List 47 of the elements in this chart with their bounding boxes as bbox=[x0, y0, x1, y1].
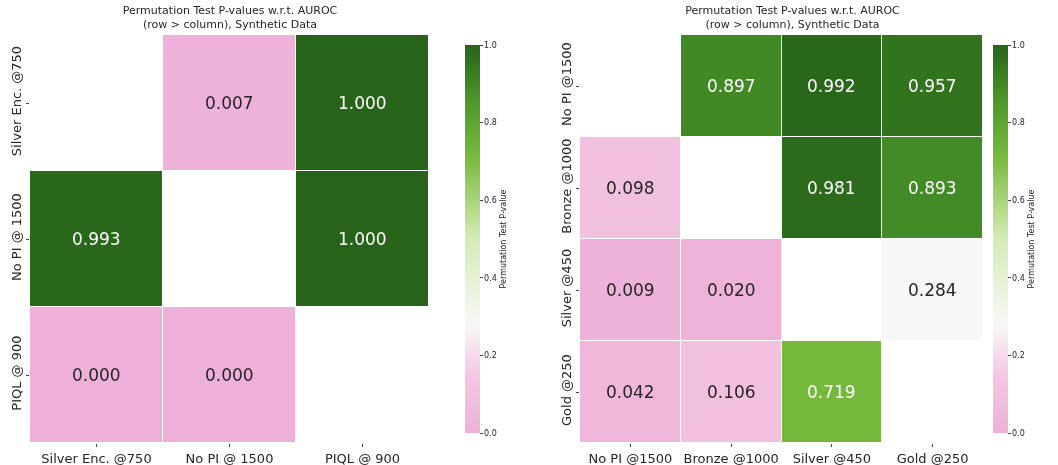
x-tick-label: Gold @250 bbox=[896, 450, 969, 465]
data-label: 0.981 bbox=[807, 178, 856, 198]
color-bar-title: Permutation Test P-value bbox=[1026, 189, 1036, 289]
color-bar-title: Permutation Test P-value bbox=[498, 189, 508, 289]
data-label: 0.719 bbox=[807, 382, 856, 402]
y-tick-label: No PI @ 1500 bbox=[8, 193, 24, 281]
color-bar-label: 0.8 bbox=[1012, 118, 1025, 128]
x-tick-label: Silver @450 bbox=[792, 450, 872, 465]
data-label: 0.007 bbox=[205, 93, 254, 113]
data-label: 0.000 bbox=[205, 365, 254, 385]
color-bar-label: 0.6 bbox=[1012, 196, 1025, 205]
chart-title: Permutation Test P-values w.r.t. AUROC (row > column), Synthetic Data bbox=[685, 3, 901, 32]
color-bar-label: 0.0 bbox=[484, 428, 497, 438]
x-tick-label: No PI @1500 bbox=[588, 450, 673, 465]
data-label: 0.893 bbox=[908, 178, 957, 198]
color-bar-label: 0.0 bbox=[1012, 428, 1025, 438]
data-label: 0.000 bbox=[72, 365, 121, 385]
color-bar-label: 0.2 bbox=[1012, 351, 1025, 361]
x-tick-label: Bronze @1000 bbox=[683, 450, 779, 465]
data-label: 0.009 bbox=[606, 280, 655, 300]
x-tick-label: PIQL @ 900 bbox=[324, 450, 401, 465]
data-label: 0.957 bbox=[908, 76, 957, 96]
x-tick-label: No PI @ 1500 bbox=[185, 450, 274, 465]
y-tick-label: PIQL @ 900 bbox=[8, 335, 24, 411]
color-bar-label: 0.4 bbox=[484, 273, 497, 283]
data-label: 0.042 bbox=[606, 382, 655, 402]
chart-title: Permutation Test P-values w.r.t. AUROC (row > column), Synthetic Data bbox=[122, 3, 338, 32]
y-tick-label: Bronze @1000 bbox=[558, 138, 574, 234]
data-label: 0.098 bbox=[606, 178, 655, 198]
color-bar-label: 0.4 bbox=[1012, 273, 1025, 283]
data-label: 0.992 bbox=[807, 76, 856, 96]
data-label: 1.000 bbox=[338, 229, 387, 249]
color-bar-label: 1.0 bbox=[1012, 40, 1025, 50]
data-label: 0.897 bbox=[707, 76, 756, 96]
y-tick-label: Silver @450 bbox=[558, 248, 574, 328]
data-label: 1.000 bbox=[338, 93, 387, 113]
color-bar-label: 0.2 bbox=[484, 351, 497, 361]
y-tick-label: Silver Enc. @750 bbox=[8, 45, 24, 157]
x-tick-label: Silver Enc. @750 bbox=[41, 450, 152, 465]
color-bar-label: 1.0 bbox=[484, 40, 497, 50]
data-label: 0.106 bbox=[707, 382, 756, 402]
color-bar-label: 0.8 bbox=[484, 118, 497, 128]
y-tick-label: No PI @1500 bbox=[558, 42, 574, 126]
data-label: 0.020 bbox=[707, 280, 756, 300]
color-bar-label: 0.6 bbox=[484, 196, 497, 205]
data-label: 0.993 bbox=[72, 229, 121, 249]
data-label: 0.284 bbox=[908, 280, 957, 300]
